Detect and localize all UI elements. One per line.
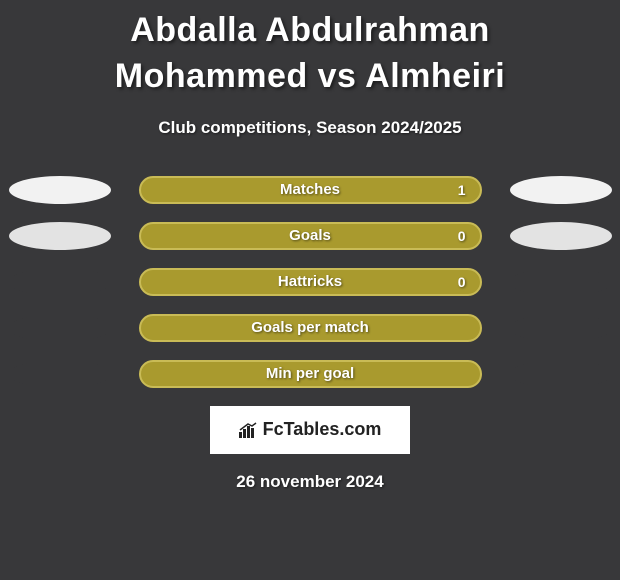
stat-row: Matches 1	[0, 176, 620, 204]
brand-text: FcTables.com	[263, 419, 382, 440]
stat-row: Goals per match	[0, 314, 620, 342]
right-oval	[510, 360, 612, 388]
left-oval	[9, 176, 111, 204]
brand-logo[interactable]: FcTables.com	[210, 406, 410, 454]
left-oval	[9, 360, 111, 388]
footer-date: 26 november 2024	[0, 472, 620, 492]
stat-row: Min per goal	[0, 360, 620, 388]
stat-bar: Min per goal	[139, 360, 482, 388]
stat-row: Hattricks 0	[0, 268, 620, 296]
stat-value: 0	[458, 274, 466, 290]
right-oval	[510, 176, 612, 204]
stat-label: Matches	[280, 181, 340, 198]
left-oval	[9, 314, 111, 342]
subtitle: Club competitions, Season 2024/2025	[0, 118, 620, 138]
stat-value: 1	[458, 182, 466, 198]
right-oval	[510, 314, 612, 342]
page-title: Abdalla Abdulrahman Mohammed vs Almheiri	[0, 0, 620, 100]
left-oval	[9, 222, 111, 250]
chart-icon	[239, 422, 259, 438]
stat-row: Goals 0	[0, 222, 620, 250]
stat-label: Min per goal	[266, 365, 354, 382]
stat-bar: Goals per match	[139, 314, 482, 342]
stat-label: Goals	[289, 227, 331, 244]
stat-bar: Goals 0	[139, 222, 482, 250]
stat-bar: Hattricks 0	[139, 268, 482, 296]
stat-value: 0	[458, 228, 466, 244]
right-oval	[510, 268, 612, 296]
stat-label: Goals per match	[251, 319, 369, 336]
stat-bar: Matches 1	[139, 176, 482, 204]
right-oval	[510, 222, 612, 250]
left-oval	[9, 268, 111, 296]
stat-label: Hattricks	[278, 273, 342, 290]
stats-container: Matches 1 Goals 0 Hattricks 0 Goals per match M…	[0, 176, 620, 388]
